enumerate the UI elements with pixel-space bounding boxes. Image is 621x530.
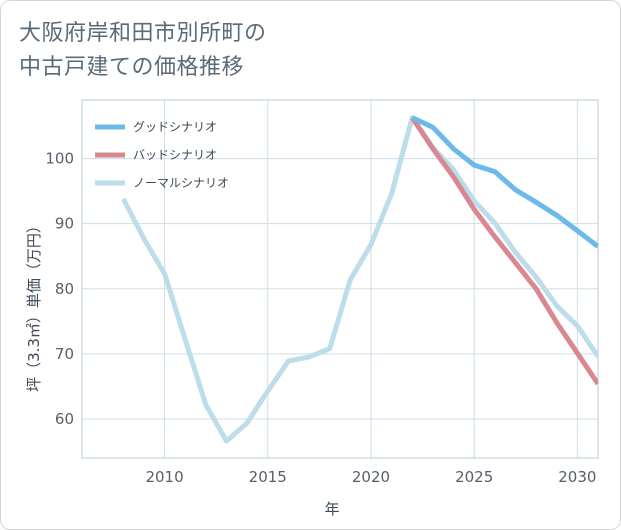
chart-title-line2: 中古戸建ての価格推移 [19,55,245,80]
y-tick-label: 70 [55,345,74,363]
y-tick-label: 100 [45,150,74,168]
x-tick-label: 2010 [145,468,183,486]
y-axis-title: 坪（3.3㎡）単価（万円） [25,218,43,392]
series-line-2 [410,116,598,386]
tick-labels: 2010 2015 2020 2025 2030 60 70 80 90 100 [45,150,596,486]
series-lines [121,115,598,444]
legend-label: バッドシナリオ [133,148,217,162]
y-tick-label: 80 [55,280,74,298]
legend-label: ノーマルシナリオ [133,176,229,190]
x-tick-label: 2030 [558,468,596,486]
y-tick-label: 90 [55,215,74,233]
series-line-3 [121,115,598,444]
x-tick-label: 2020 [352,468,390,486]
x-axis-title: 年 [324,500,339,518]
chart-title: 大阪府岸和田市別所町の 中古戸建ての価格推移 [19,17,267,85]
x-tick-label: 2015 [249,468,287,486]
plot-frame [81,99,599,459]
chart-title-line1: 大阪府岸和田市別所町の [19,21,267,46]
series-line-1 [411,115,598,249]
y-tick-label: 60 [55,410,74,428]
legend-label: グッドシナリオ [133,120,217,134]
x-tick-label: 2025 [455,468,493,486]
